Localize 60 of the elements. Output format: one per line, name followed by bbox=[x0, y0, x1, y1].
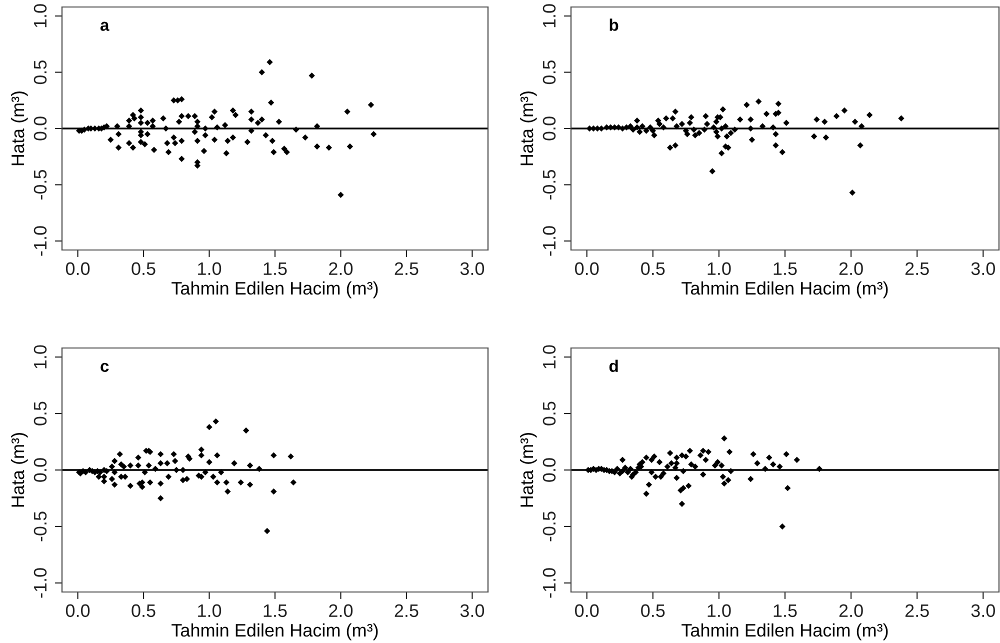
x-tick-label: 2.5 bbox=[394, 604, 418, 618]
x-tick-label: 3.0 bbox=[460, 604, 484, 618]
x-tick-label: 1.0 bbox=[198, 262, 222, 276]
x-tick-label: 3.0 bbox=[971, 262, 995, 276]
y-tick-label: 0.5 bbox=[542, 60, 556, 84]
x-tick-label: 1.5 bbox=[264, 604, 287, 618]
x-tick-label: 0.0 bbox=[66, 262, 90, 276]
y-tick-label: 1.0 bbox=[542, 345, 556, 368]
x-tick-label: 2.0 bbox=[329, 262, 353, 276]
x-tick-label: 2.0 bbox=[839, 262, 863, 276]
y-tick-label: 1.0 bbox=[34, 4, 47, 28]
x-tick-label: 3.0 bbox=[460, 262, 484, 276]
x-tick-label: 0.5 bbox=[132, 604, 156, 618]
text: a bbox=[100, 22, 110, 31]
x-axis-title: Tahmin Edilen Hacim (m³) bbox=[682, 623, 888, 640]
x-axis-title: Tahmin Edilen Hacim (m³) bbox=[172, 623, 378, 640]
y-tick-label: -0.5 bbox=[34, 512, 47, 542]
text: b bbox=[610, 18, 618, 31]
y-axis-title: Hata (m³) bbox=[10, 92, 28, 166]
y-tick-label: -1.0 bbox=[542, 226, 556, 256]
y-axis-title: Hata (m³) bbox=[520, 92, 537, 166]
x-tick-label: 3.0 bbox=[971, 604, 995, 618]
y-tick-label: 0.5 bbox=[34, 60, 47, 84]
y-tick-label: -1.0 bbox=[34, 568, 47, 598]
x-tick-label: 1.5 bbox=[264, 262, 287, 276]
x-tick-label: 0.5 bbox=[132, 262, 156, 276]
x-tick-label: 2.5 bbox=[905, 262, 929, 276]
y-tick-label: -0.5 bbox=[34, 170, 47, 200]
y-tick-label: -0.5 bbox=[542, 170, 556, 200]
x-tick-label: 2.0 bbox=[329, 604, 353, 618]
y-tick-label: 0.5 bbox=[542, 402, 556, 426]
y-tick-label: 1.0 bbox=[542, 4, 556, 28]
x-tick-label: 2.5 bbox=[394, 262, 418, 276]
x-tick-label: 1.5 bbox=[774, 604, 797, 618]
x-tick-label: 2.5 bbox=[905, 604, 929, 618]
text: d bbox=[609, 360, 618, 372]
x-tick-label: 0.0 bbox=[66, 604, 90, 618]
x-axis-title: Tahmin Edilen Hacim (m³) bbox=[682, 281, 888, 298]
y-tick-label: 0.0 bbox=[34, 458, 47, 482]
y-tick-label: -1.0 bbox=[542, 568, 556, 598]
y-tick-label: 1.0 bbox=[34, 345, 47, 368]
y-tick-label: -0.5 bbox=[542, 512, 556, 542]
y-axis-title: Hata (m³) bbox=[520, 433, 537, 507]
x-tick-label: 0.0 bbox=[575, 604, 599, 618]
x-tick-label: 1.5 bbox=[774, 262, 797, 276]
x-tick-label: 1.0 bbox=[708, 262, 731, 276]
y-tick-label: 0.5 bbox=[34, 402, 47, 426]
x-tick-label: 2.0 bbox=[839, 604, 863, 618]
y-tick-label: 0.0 bbox=[542, 458, 556, 482]
x-axis-title: Tahmin Edilen Hacim (m³) bbox=[172, 281, 378, 298]
x-tick-label: 1.0 bbox=[198, 604, 222, 618]
y-tick-label: -1.0 bbox=[34, 226, 47, 256]
y-tick-label: 0.0 bbox=[542, 116, 556, 140]
x-tick-label: 0.5 bbox=[641, 604, 665, 618]
x-tick-label: 0.5 bbox=[641, 262, 665, 276]
x-tick-label: 0.0 bbox=[575, 262, 599, 276]
y-axis-title: Hata (m³) bbox=[10, 433, 28, 507]
x-tick-label: 1.0 bbox=[708, 604, 731, 618]
y-tick-label: 0.0 bbox=[34, 116, 47, 140]
text: c bbox=[100, 362, 109, 372]
